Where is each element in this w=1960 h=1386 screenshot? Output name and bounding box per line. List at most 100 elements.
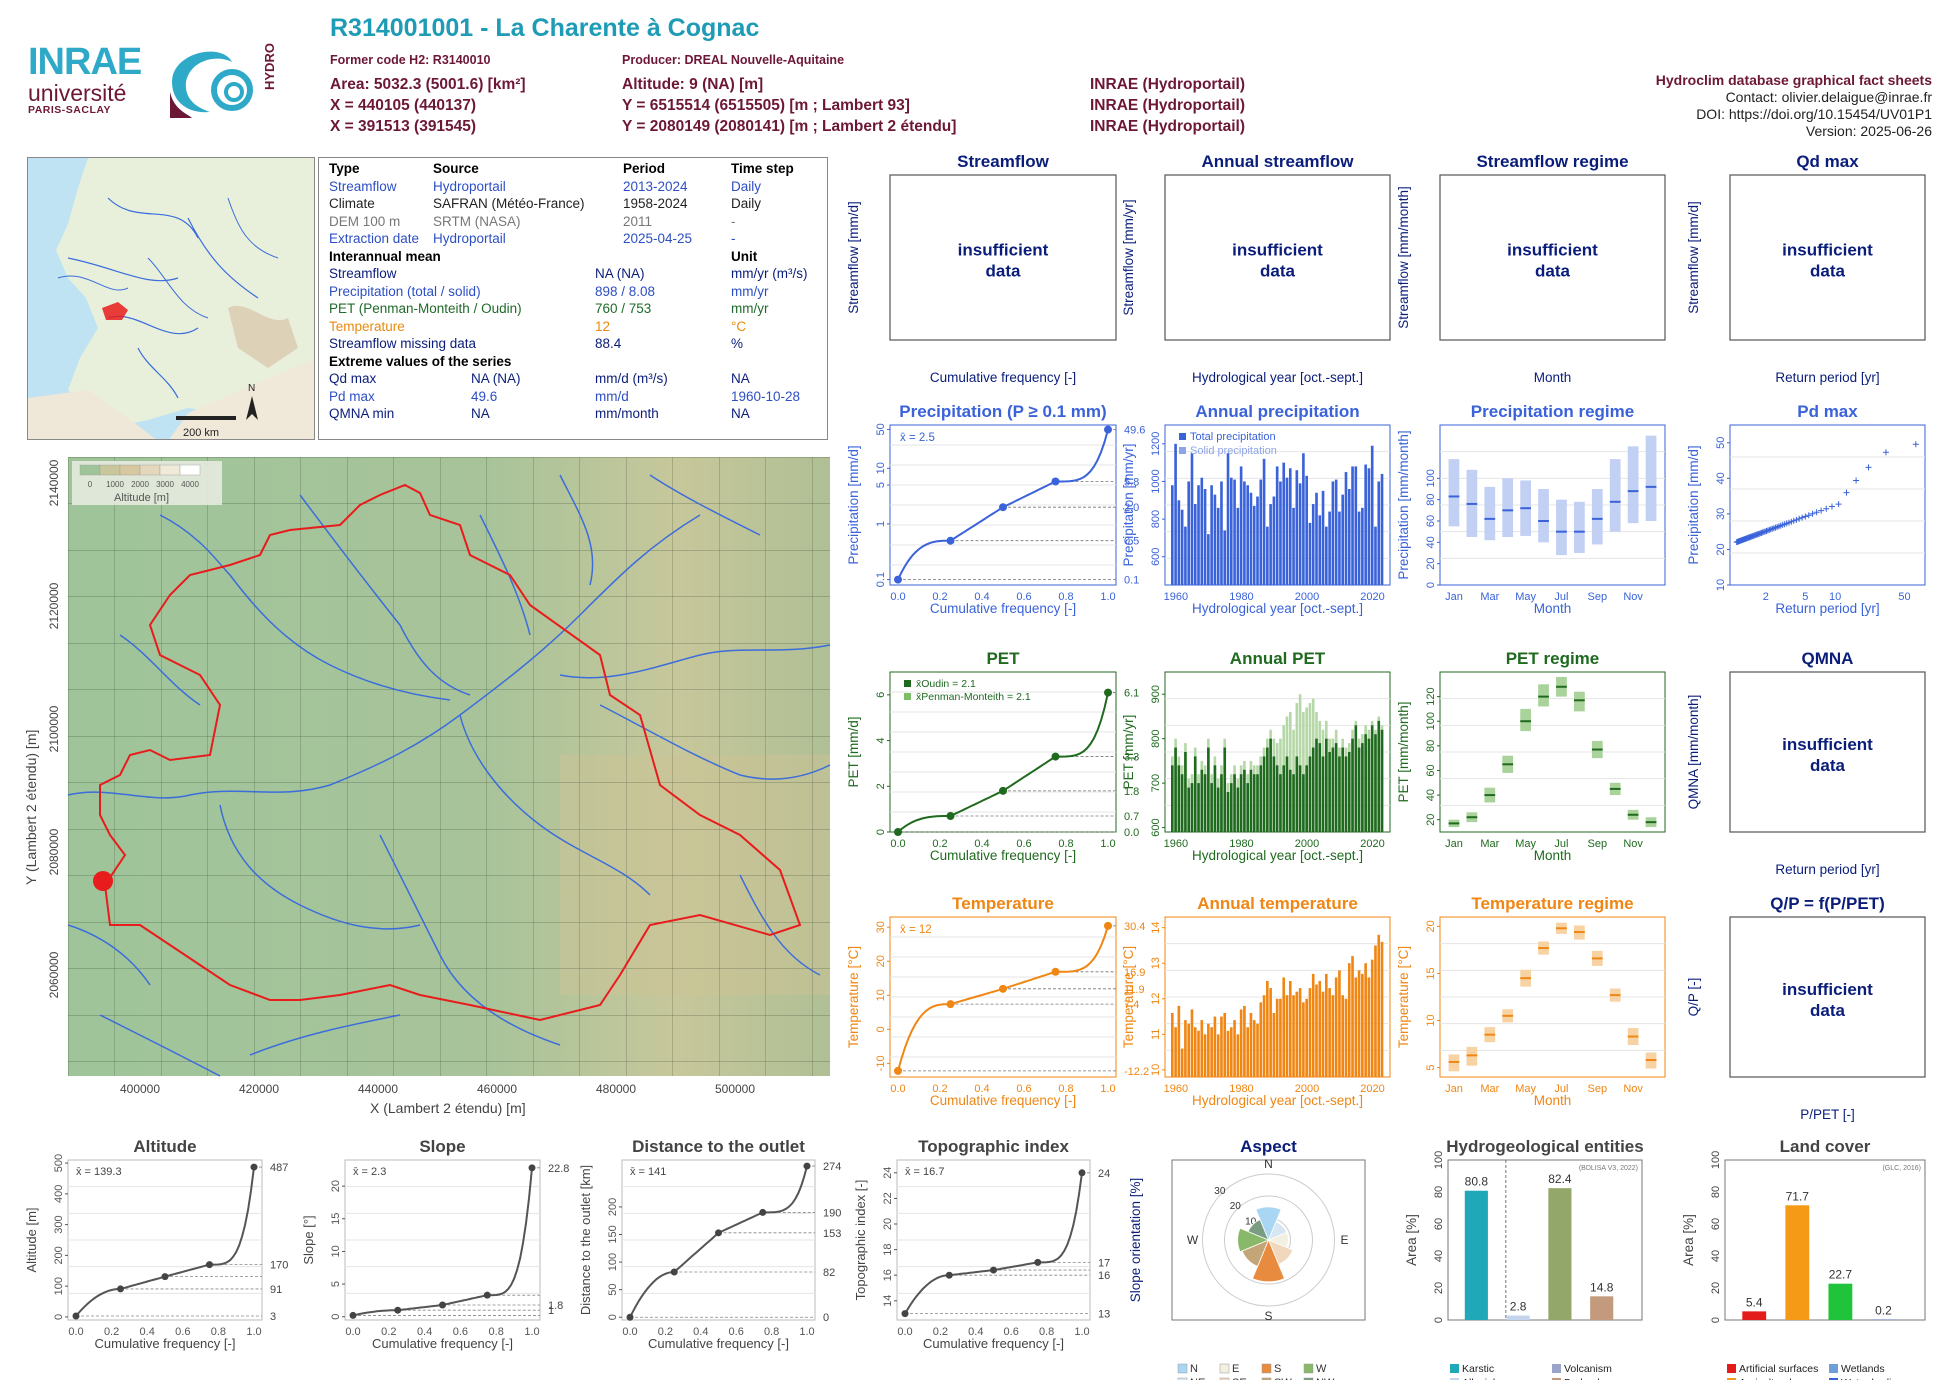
ring-label: 30 [1214, 1186, 1226, 1197]
max-point [1809, 510, 1816, 517]
category-bar [1742, 1311, 1767, 1320]
regime-box [1574, 501, 1585, 553]
x-tick-label: 2020 [1360, 591, 1384, 603]
annual-bar [1216, 507, 1220, 585]
insufficient-data-label: data [1535, 262, 1571, 281]
insufficient-data-label: insufficient [1507, 241, 1598, 260]
chart-panel-distance: Distance to the outlet Distance to the ou… [562, 1135, 865, 1370]
max-point [1799, 514, 1806, 521]
x-tick-label: Mar [1480, 1083, 1499, 1095]
basin-highlight [102, 302, 128, 320]
annual-bar [1200, 769, 1204, 832]
legend-swatch [139, 464, 161, 476]
map-y-tick: 2060000 [47, 951, 61, 998]
contact[interactable]: Contact: olivier.delaigue@inrae.fr [1725, 89, 1932, 105]
legend-label: Volcanism [1564, 1363, 1612, 1375]
universite-text: université [28, 80, 127, 106]
cell: SAFRAN (Météo-France) [433, 196, 585, 211]
annual-bar [1341, 494, 1345, 585]
x-tick-label: Nov [1623, 1083, 1643, 1095]
doi-link[interactable]: DOI: https://doi.org/10.15454/UV01P1 [1696, 106, 1932, 122]
annual-bar [1269, 988, 1272, 1077]
annual-bar [1285, 756, 1289, 832]
annual-bar [1223, 530, 1227, 585]
x-tick-label: 0.6 [1016, 1083, 1031, 1095]
y-tick-label: 600 [1150, 818, 1162, 836]
x-tick-label: Nov [1623, 838, 1643, 850]
y-tick-label: 5 [330, 1281, 342, 1287]
x-tick-label: 0.2 [932, 838, 947, 850]
chart-panel-precip_regime: Precipitation regime Precipitation [mm/mo… [1380, 400, 1715, 645]
chart-svg-streamflow_regime: Streamflow regime Streamflow [mm/month] Mo… [1396, 152, 1666, 385]
logo-inrae: INRAE université PARIS-SACLAY [28, 42, 153, 122]
aspect-wedge [1237, 1227, 1270, 1253]
y-tick-label: 10 [875, 989, 887, 1001]
max-point [1835, 501, 1842, 508]
annual-bar [1246, 783, 1249, 832]
table-row: Precipitation (total / solid) 898 / 8.08 m… [325, 283, 821, 301]
annual-bar [1259, 765, 1263, 832]
page-title: R314001001 - La Charente à Cognac [330, 14, 760, 42]
legend-label: S [1274, 1363, 1281, 1375]
quantile-label: 16.9 [1124, 967, 1145, 979]
quantile-label: 1.8 [548, 1300, 563, 1312]
annual-bar [1216, 1034, 1220, 1077]
annual-bar [1239, 466, 1243, 585]
y-tick-label: 40 [1425, 789, 1437, 801]
chart-xlabel: Hydrological year [oct.-sept.] [1192, 1093, 1363, 1108]
annual-bar [1292, 774, 1295, 832]
annual-bar [1344, 756, 1348, 832]
regime-box [1538, 684, 1549, 707]
annual-bar [1338, 756, 1341, 832]
annual-bar [1249, 769, 1253, 832]
annual-bar [1282, 977, 1286, 1077]
table-row: Extraction date Hydroportail 2025-04-25 - [325, 230, 821, 248]
gauging-station-marker[interactable] [93, 871, 113, 891]
x-tick-label: 0.8 [211, 1326, 226, 1338]
annual-bar [1184, 1020, 1187, 1077]
annual-bar [1279, 774, 1282, 832]
quantile-point [626, 1313, 634, 1321]
quantile-label: 6.1 [1124, 688, 1139, 700]
annual-bar [1367, 977, 1371, 1077]
cell: Hydroportail [433, 231, 506, 246]
legend-label: Solid precipitation [1190, 445, 1277, 457]
regime-box [1574, 691, 1585, 712]
y-tick-label: -10 [875, 1055, 887, 1071]
cell: Extraction date [329, 231, 420, 246]
cell: °C [731, 318, 747, 334]
legend-swatch [904, 693, 911, 700]
y-tick-label: 60 [1710, 1218, 1722, 1230]
legend-swatch [1829, 1378, 1838, 1386]
chart-panel-pet_regime: PET regime PET [mm/month] Month 20 40 60 80 100… [1380, 647, 1715, 892]
x-tick-label: 5 [1802, 591, 1808, 603]
annual-bar [1177, 1005, 1181, 1077]
quantile-point [394, 1306, 402, 1314]
compass-label: S [1264, 1309, 1272, 1323]
chart-ylabel: Temperature [°C] [1396, 946, 1411, 1048]
y-tick-label: 20 [1710, 1282, 1722, 1294]
y-tick-label: 12 [1150, 993, 1162, 1005]
x-tick-label: Sep [1588, 838, 1608, 850]
annual-bar [1380, 473, 1384, 585]
annual-bar [1364, 734, 1367, 832]
cell: 1958-2024 [623, 196, 688, 211]
source-table: Type Source Period Time step Streamflow H… [325, 160, 821, 248]
chart-panel-annual_pet: Annual PET PET [mm/yr] Hydrological year [… [1105, 647, 1440, 892]
chart-title: Land cover [1780, 1137, 1871, 1156]
quantile-point [117, 1285, 124, 1293]
quantile-point [72, 1312, 80, 1320]
insufficient-data-label: data [1810, 756, 1846, 775]
chart-title: Streamflow [957, 152, 1049, 171]
chart-panel-streamflow_regime: Streamflow regime Streamflow [mm/month] Mo… [1380, 150, 1715, 400]
annual-bar [1220, 481, 1223, 585]
annual-bar [1344, 472, 1348, 585]
annual-bar [1266, 747, 1269, 832]
chart-ylabel: Temperature [°C] [1121, 946, 1136, 1048]
x-tick-label: 0.6 [175, 1326, 190, 1338]
y-tick-label: 20 [330, 1180, 342, 1192]
cell: Daily [731, 196, 762, 211]
quantile-point [999, 984, 1007, 993]
bar-value-label: 2.8 [1510, 1300, 1527, 1314]
chart-ylabel: Slope orientation [%] [1128, 1178, 1143, 1303]
